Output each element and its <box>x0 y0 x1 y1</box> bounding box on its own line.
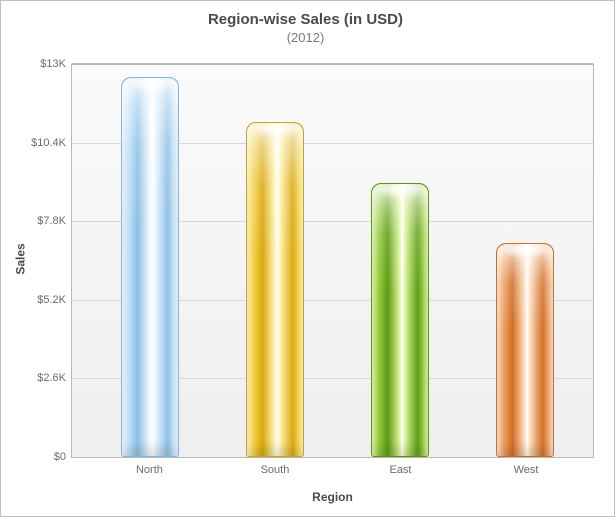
chart-subtitle: (2012) <box>11 30 600 45</box>
bar-west <box>496 243 554 457</box>
plot-wrap: $0$2.6K$5.2K$7.8K$10.4K$13K NorthSouthEa… <box>71 63 594 458</box>
chart-title: Region-wise Sales (in USD) <box>11 11 600 28</box>
x-tick-label: West <box>514 464 539 476</box>
y-tick-label: $2.6K <box>37 372 66 384</box>
x-axis-label: Region <box>71 490 594 504</box>
y-tick-label: $0 <box>54 451 66 463</box>
bar-south <box>246 122 304 457</box>
x-tick-label: East <box>389 464 411 476</box>
x-tick-label: North <box>136 464 163 476</box>
gridline <box>72 64 593 65</box>
chart-frame: Region-wise Sales (in USD) (2012) Sales … <box>0 0 615 517</box>
y-tick-label: $13K <box>40 58 66 70</box>
y-axis-label: Sales <box>14 243 28 274</box>
x-tick-label: South <box>261 464 290 476</box>
bar-east <box>371 183 429 457</box>
y-tick-label: $5.2K <box>37 294 66 306</box>
bar-north <box>121 77 179 457</box>
y-tick-label: $10.4K <box>31 137 66 149</box>
y-tick-label: $7.8K <box>37 215 66 227</box>
plot-area: $0$2.6K$5.2K$7.8K$10.4K$13K <box>71 63 594 458</box>
chart-titles: Region-wise Sales (in USD) (2012) <box>11 11 600 45</box>
